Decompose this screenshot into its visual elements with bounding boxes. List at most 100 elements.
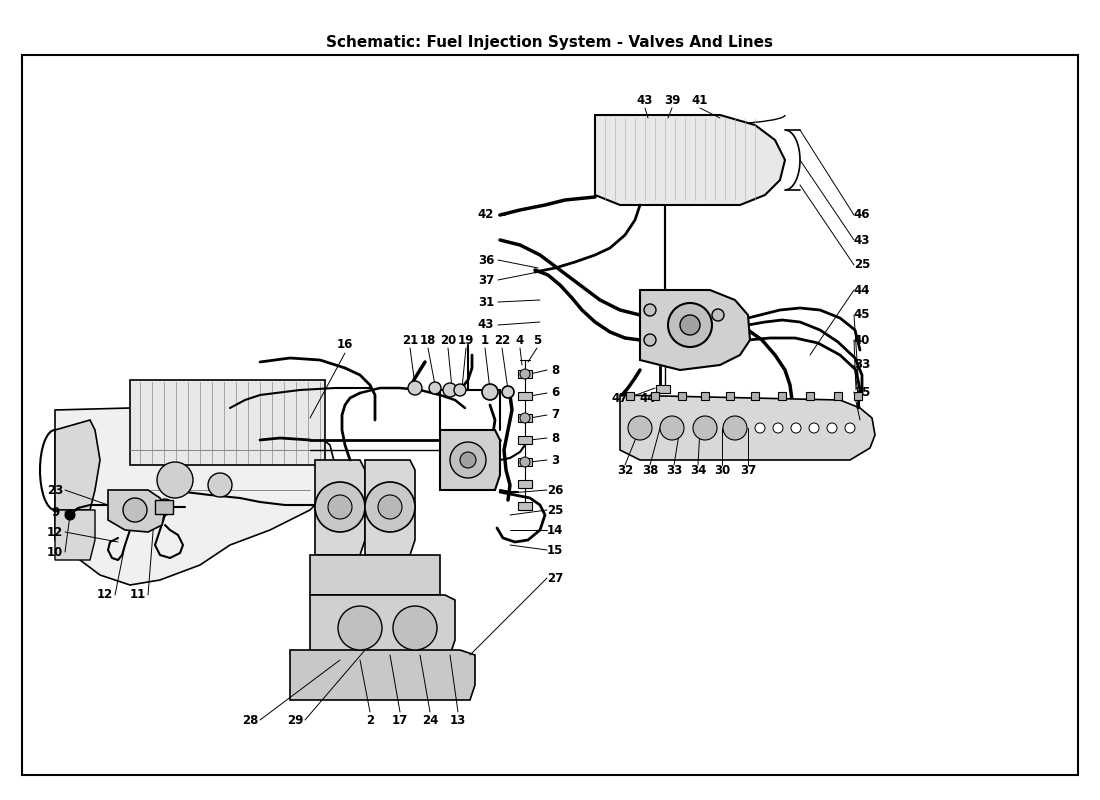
Text: 5: 5	[532, 334, 541, 346]
Text: 39: 39	[663, 94, 680, 106]
Text: 27: 27	[547, 571, 563, 585]
Bar	[518, 480, 532, 488]
Circle shape	[482, 384, 498, 400]
Text: 10: 10	[47, 546, 63, 558]
Circle shape	[450, 442, 486, 478]
Polygon shape	[310, 595, 455, 660]
Text: 12: 12	[97, 589, 113, 602]
Bar	[778, 392, 786, 400]
Text: 30: 30	[714, 463, 730, 477]
Polygon shape	[108, 490, 165, 532]
Bar	[701, 392, 710, 400]
Text: 7: 7	[551, 409, 559, 422]
Polygon shape	[365, 460, 415, 555]
Text: 36: 36	[477, 254, 494, 266]
Text: 35: 35	[854, 386, 870, 398]
Circle shape	[791, 423, 801, 433]
Text: 4: 4	[516, 334, 524, 346]
Circle shape	[408, 381, 422, 395]
Bar	[751, 392, 759, 400]
Text: 43: 43	[637, 94, 653, 106]
Circle shape	[644, 304, 656, 316]
Circle shape	[157, 462, 192, 498]
Circle shape	[429, 382, 441, 394]
Circle shape	[755, 423, 764, 433]
Text: 21: 21	[402, 334, 418, 346]
Text: 16: 16	[337, 338, 353, 351]
Circle shape	[378, 495, 402, 519]
Text: 33: 33	[666, 463, 682, 477]
Polygon shape	[55, 420, 100, 510]
Bar	[155, 500, 173, 514]
Circle shape	[454, 384, 466, 396]
Text: 22: 22	[494, 334, 510, 346]
Bar	[130, 380, 324, 465]
Circle shape	[502, 386, 514, 398]
Text: 38: 38	[641, 463, 658, 477]
Text: 44: 44	[640, 391, 657, 405]
Circle shape	[328, 495, 352, 519]
Bar	[518, 502, 532, 510]
Circle shape	[520, 413, 530, 423]
Text: 42: 42	[477, 209, 494, 222]
Text: 34: 34	[690, 463, 706, 477]
Text: 43: 43	[477, 318, 494, 331]
Text: 9: 9	[51, 506, 59, 518]
Text: 14: 14	[547, 523, 563, 537]
Text: 25: 25	[547, 503, 563, 517]
Text: 28: 28	[242, 714, 258, 726]
Circle shape	[338, 606, 382, 650]
Circle shape	[845, 423, 855, 433]
Text: 23: 23	[47, 483, 63, 497]
Circle shape	[520, 457, 530, 467]
Text: 47: 47	[612, 391, 628, 405]
Circle shape	[827, 423, 837, 433]
Circle shape	[644, 334, 656, 346]
Text: 3: 3	[551, 454, 559, 466]
Text: 18: 18	[420, 334, 437, 346]
Circle shape	[520, 369, 530, 379]
Bar	[726, 392, 734, 400]
Bar	[518, 436, 532, 444]
Text: 11: 11	[130, 589, 146, 602]
Circle shape	[680, 315, 700, 335]
Text: 41: 41	[692, 94, 708, 106]
Text: 43: 43	[854, 234, 870, 246]
Circle shape	[808, 423, 820, 433]
Circle shape	[65, 510, 75, 520]
Text: 46: 46	[854, 209, 870, 222]
Circle shape	[315, 482, 365, 532]
Text: 29: 29	[287, 714, 304, 726]
Bar	[518, 370, 532, 378]
Bar	[310, 555, 440, 595]
Bar	[656, 385, 670, 393]
Circle shape	[660, 416, 684, 440]
Circle shape	[443, 383, 456, 397]
Text: 13: 13	[450, 714, 466, 726]
Circle shape	[723, 416, 747, 440]
Bar	[651, 392, 659, 400]
Circle shape	[393, 606, 437, 650]
Text: 40: 40	[854, 334, 870, 346]
Text: 20: 20	[440, 334, 456, 346]
Bar	[806, 392, 814, 400]
Text: 37: 37	[477, 274, 494, 286]
Text: 26: 26	[547, 483, 563, 497]
Circle shape	[460, 452, 476, 468]
Circle shape	[668, 303, 712, 347]
Text: 19: 19	[458, 334, 474, 346]
Polygon shape	[620, 395, 875, 460]
Text: 25: 25	[854, 258, 870, 271]
Text: 12: 12	[47, 526, 63, 538]
Text: 8: 8	[551, 363, 559, 377]
Circle shape	[773, 423, 783, 433]
Circle shape	[628, 416, 652, 440]
Polygon shape	[595, 115, 785, 205]
Polygon shape	[315, 460, 365, 555]
Bar	[518, 392, 532, 400]
Circle shape	[123, 498, 147, 522]
Polygon shape	[640, 290, 750, 370]
Circle shape	[157, 499, 173, 515]
Circle shape	[693, 416, 717, 440]
Polygon shape	[55, 408, 336, 585]
